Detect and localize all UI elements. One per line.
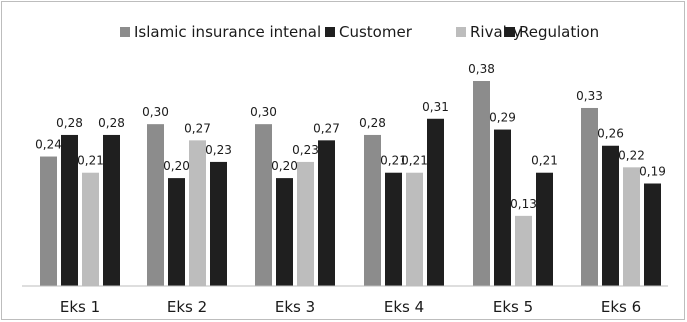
bar-eks2-series4 bbox=[210, 161, 227, 286]
data-label: 0,13 bbox=[510, 197, 537, 211]
legend-swatch bbox=[505, 27, 515, 37]
bar-eks5-series3 bbox=[515, 215, 532, 286]
bar-eks1-series4 bbox=[103, 134, 120, 286]
legend-label: Customer bbox=[339, 23, 413, 41]
legend: Islamic insurance intenal Customer Rivalry… bbox=[120, 23, 599, 41]
data-label: 0,28 bbox=[56, 116, 83, 130]
data-label: 0,22 bbox=[618, 148, 645, 162]
bar-eks3-series4 bbox=[318, 140, 335, 286]
bar-eks5-series4 bbox=[536, 172, 553, 286]
data-label: 0,30 bbox=[250, 105, 277, 119]
x-tick-label: Eks 2 bbox=[167, 298, 207, 316]
bar-eks1-series1 bbox=[40, 156, 57, 286]
data-label: 0,19 bbox=[639, 165, 666, 179]
data-label: 0,21 bbox=[531, 154, 558, 168]
bar-eks4-series1 bbox=[364, 134, 381, 286]
data-label: 0,21 bbox=[77, 154, 104, 168]
data-label: 0,28 bbox=[359, 116, 386, 130]
bar-eks6-series4 bbox=[644, 183, 661, 286]
data-label: 0,26 bbox=[597, 127, 624, 141]
bar-eks3-series2 bbox=[276, 178, 293, 286]
legend-label: Islamic insurance intenal bbox=[134, 23, 321, 41]
bar-eks1-series2 bbox=[61, 134, 78, 286]
data-label: 0,30 bbox=[142, 105, 169, 119]
legend-swatch bbox=[120, 27, 130, 37]
bar-eks4-series3 bbox=[406, 172, 423, 286]
data-label: 0,23 bbox=[205, 143, 232, 157]
bar-eks4-series4 bbox=[427, 118, 444, 287]
bar-eks6-series3 bbox=[623, 167, 640, 286]
legend-swatch bbox=[456, 27, 466, 37]
bar-eks2-series1 bbox=[147, 124, 164, 286]
bar-eks3-series1 bbox=[255, 124, 272, 286]
bar-eks4-series2 bbox=[385, 172, 402, 286]
data-label: 0,21 bbox=[380, 154, 407, 168]
bar-eks5-series2 bbox=[494, 129, 511, 286]
data-label: 0,31 bbox=[422, 100, 449, 114]
bar-eks2-series3 bbox=[189, 140, 206, 286]
x-tick-label: Eks 5 bbox=[493, 298, 533, 316]
bar-eks6-series2 bbox=[602, 145, 619, 286]
data-label: 0,24 bbox=[35, 138, 62, 152]
data-label: 0,21 bbox=[401, 154, 428, 168]
x-tick-label: Eks 3 bbox=[275, 298, 315, 316]
bar-eks1-series3 bbox=[82, 172, 99, 286]
data-label: 0,29 bbox=[489, 111, 516, 125]
data-label: 0,20 bbox=[163, 159, 190, 173]
x-tick-label: Eks 1 bbox=[60, 298, 100, 316]
data-label: 0,33 bbox=[576, 89, 603, 103]
bar-eks2-series2 bbox=[168, 178, 185, 286]
data-label: 0,38 bbox=[468, 62, 495, 76]
x-tick-label: Eks 4 bbox=[384, 298, 424, 316]
data-label: 0,28 bbox=[98, 116, 125, 130]
x-tick-labels: Eks 1 Eks 2 Eks 3 Eks 4 Eks 5 Eks 6 bbox=[60, 298, 641, 316]
data-label: 0,27 bbox=[184, 121, 211, 135]
bar-eks5-series1 bbox=[473, 81, 490, 286]
data-label: 0,20 bbox=[271, 159, 298, 173]
data-label: 0,27 bbox=[313, 121, 340, 135]
x-tick-label: Eks 6 bbox=[601, 298, 641, 316]
bars-group bbox=[40, 81, 661, 287]
legend-label: Regulation bbox=[519, 23, 599, 41]
data-label: 0,23 bbox=[292, 143, 319, 157]
bar-eks6-series1 bbox=[581, 107, 598, 286]
value-labels-group: 0,24 0,28 0,21 0,28 0,30 0,20 0,27 0,23 0,30 0,20… bbox=[35, 62, 666, 211]
bar-eks3-series3 bbox=[297, 161, 314, 286]
legend-swatch bbox=[325, 27, 335, 37]
